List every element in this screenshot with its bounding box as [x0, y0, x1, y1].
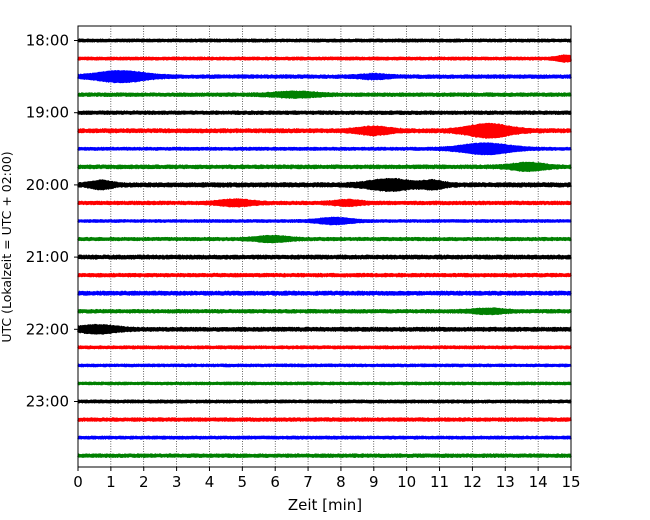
seismic-trace	[77, 38, 572, 43]
seismic-trace	[77, 90, 572, 99]
y-axis: 18:00 19:00 20:00 21:00 22:00 23:00	[26, 32, 78, 411]
trace-group	[77, 38, 572, 458]
x-tick-label: 15	[561, 473, 580, 491]
x-tick-label: 14	[529, 473, 548, 491]
y-tick-label: 19:00	[26, 104, 69, 122]
seismic-trace	[77, 435, 572, 440]
x-tick-label: 9	[369, 473, 379, 491]
seismic-trace	[77, 69, 572, 84]
x-tick-label: 11	[430, 473, 449, 491]
seismic-trace	[77, 216, 572, 226]
seismic-trace	[77, 399, 572, 404]
x-tick-label: 12	[463, 473, 482, 491]
y-tick-label: 21:00	[26, 248, 69, 266]
seismic-trace	[77, 381, 572, 386]
x-axis: 0 1 2 3 4 5 6 7 8 9 10 11 12 13 14 15	[73, 467, 581, 491]
x-tick-label: 2	[139, 473, 149, 491]
x-axis-label: Zeit [min]	[288, 496, 362, 514]
seismic-trace	[77, 345, 572, 350]
seismic-trace	[77, 290, 572, 296]
x-tick-label: 7	[303, 473, 313, 491]
seismic-trace	[77, 198, 572, 208]
x-tick-label: 13	[496, 473, 515, 491]
x-tick-label: 6	[270, 473, 280, 491]
x-tick-label: 1	[106, 473, 116, 491]
x-tick-label: 8	[336, 473, 346, 491]
seismic-trace	[77, 417, 572, 422]
seismic-trace	[77, 254, 572, 260]
seismic-trace	[77, 122, 572, 139]
y-tick-label: 20:00	[26, 176, 69, 194]
seismic-trace	[77, 110, 572, 116]
y-axis-label: UTC (Lokalzeit = UTC + 02:00)	[0, 151, 14, 342]
x-tick-label: 10	[397, 473, 416, 491]
seismic-trace	[77, 54, 572, 63]
seismic-trace	[77, 453, 572, 458]
x-tick-label: 4	[205, 473, 215, 491]
seismic-trace	[77, 161, 572, 173]
y-tick-label: 22:00	[26, 320, 69, 338]
grid-lines	[110, 26, 539, 467]
x-tick-label: 5	[238, 473, 248, 491]
seismic-trace	[77, 142, 572, 156]
seismic-trace	[77, 323, 572, 335]
seismic-trace	[77, 234, 572, 244]
seismic-trace	[77, 272, 572, 278]
seismic-trace	[77, 363, 572, 368]
y-tick-label: 23:00	[26, 393, 69, 411]
x-tick-label: 0	[73, 473, 83, 491]
y-tick-label: 18:00	[26, 32, 69, 50]
plot-frame	[77, 25, 572, 468]
seismic-trace	[77, 177, 572, 193]
seismic-trace	[77, 307, 572, 316]
x-tick-label: 3	[172, 473, 182, 491]
